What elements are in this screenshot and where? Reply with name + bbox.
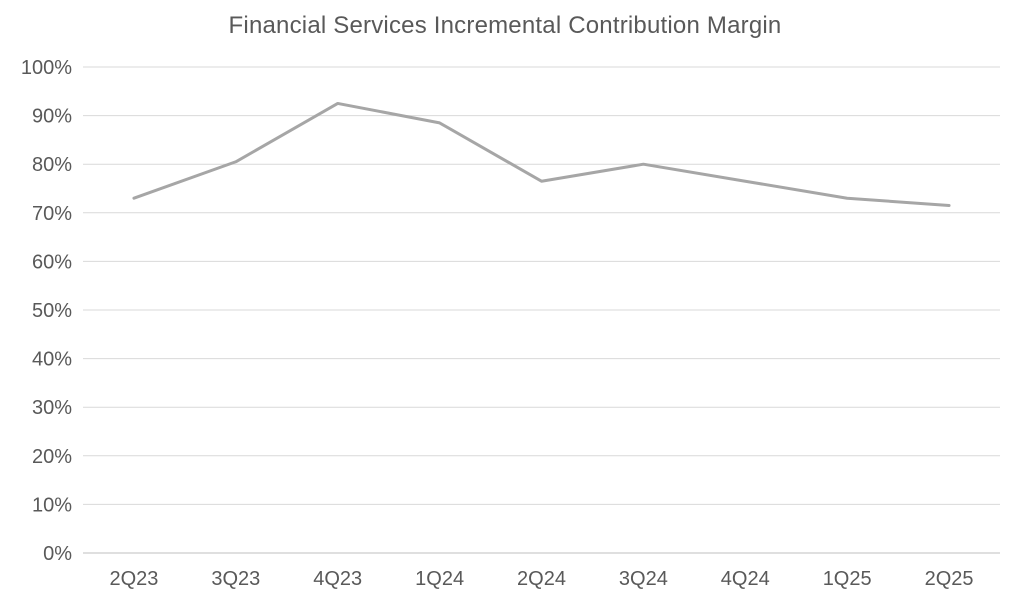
x-tick-label: 3Q23 <box>211 568 260 590</box>
y-tick-label: 20% <box>32 446 72 468</box>
x-tick-label: 4Q24 <box>721 568 770 590</box>
y-tick-label: 0% <box>43 543 72 565</box>
x-tick-label: 1Q25 <box>823 568 872 590</box>
y-tick-label: 80% <box>32 154 72 176</box>
x-tick-label: 4Q23 <box>313 568 362 590</box>
x-tick-label: 2Q25 <box>925 568 974 590</box>
x-tick-label: 2Q24 <box>517 568 566 590</box>
y-tick-label: 30% <box>32 397 72 419</box>
y-tick-label: 10% <box>32 494 72 516</box>
y-tick-label: 60% <box>32 251 72 273</box>
y-tick-label: 100% <box>21 57 72 79</box>
y-tick-label: 90% <box>32 106 72 128</box>
x-tick-label: 3Q24 <box>619 568 668 590</box>
chart-title: Financial Services Incremental Contribut… <box>228 12 782 39</box>
y-tick-label: 40% <box>32 349 72 371</box>
series-line <box>132 101 951 208</box>
x-tick-label: 2Q23 <box>109 568 158 590</box>
y-tick-label: 50% <box>32 300 72 322</box>
y-tick-label: 70% <box>32 203 72 225</box>
x-tick-label: 1Q24 <box>415 568 464 590</box>
